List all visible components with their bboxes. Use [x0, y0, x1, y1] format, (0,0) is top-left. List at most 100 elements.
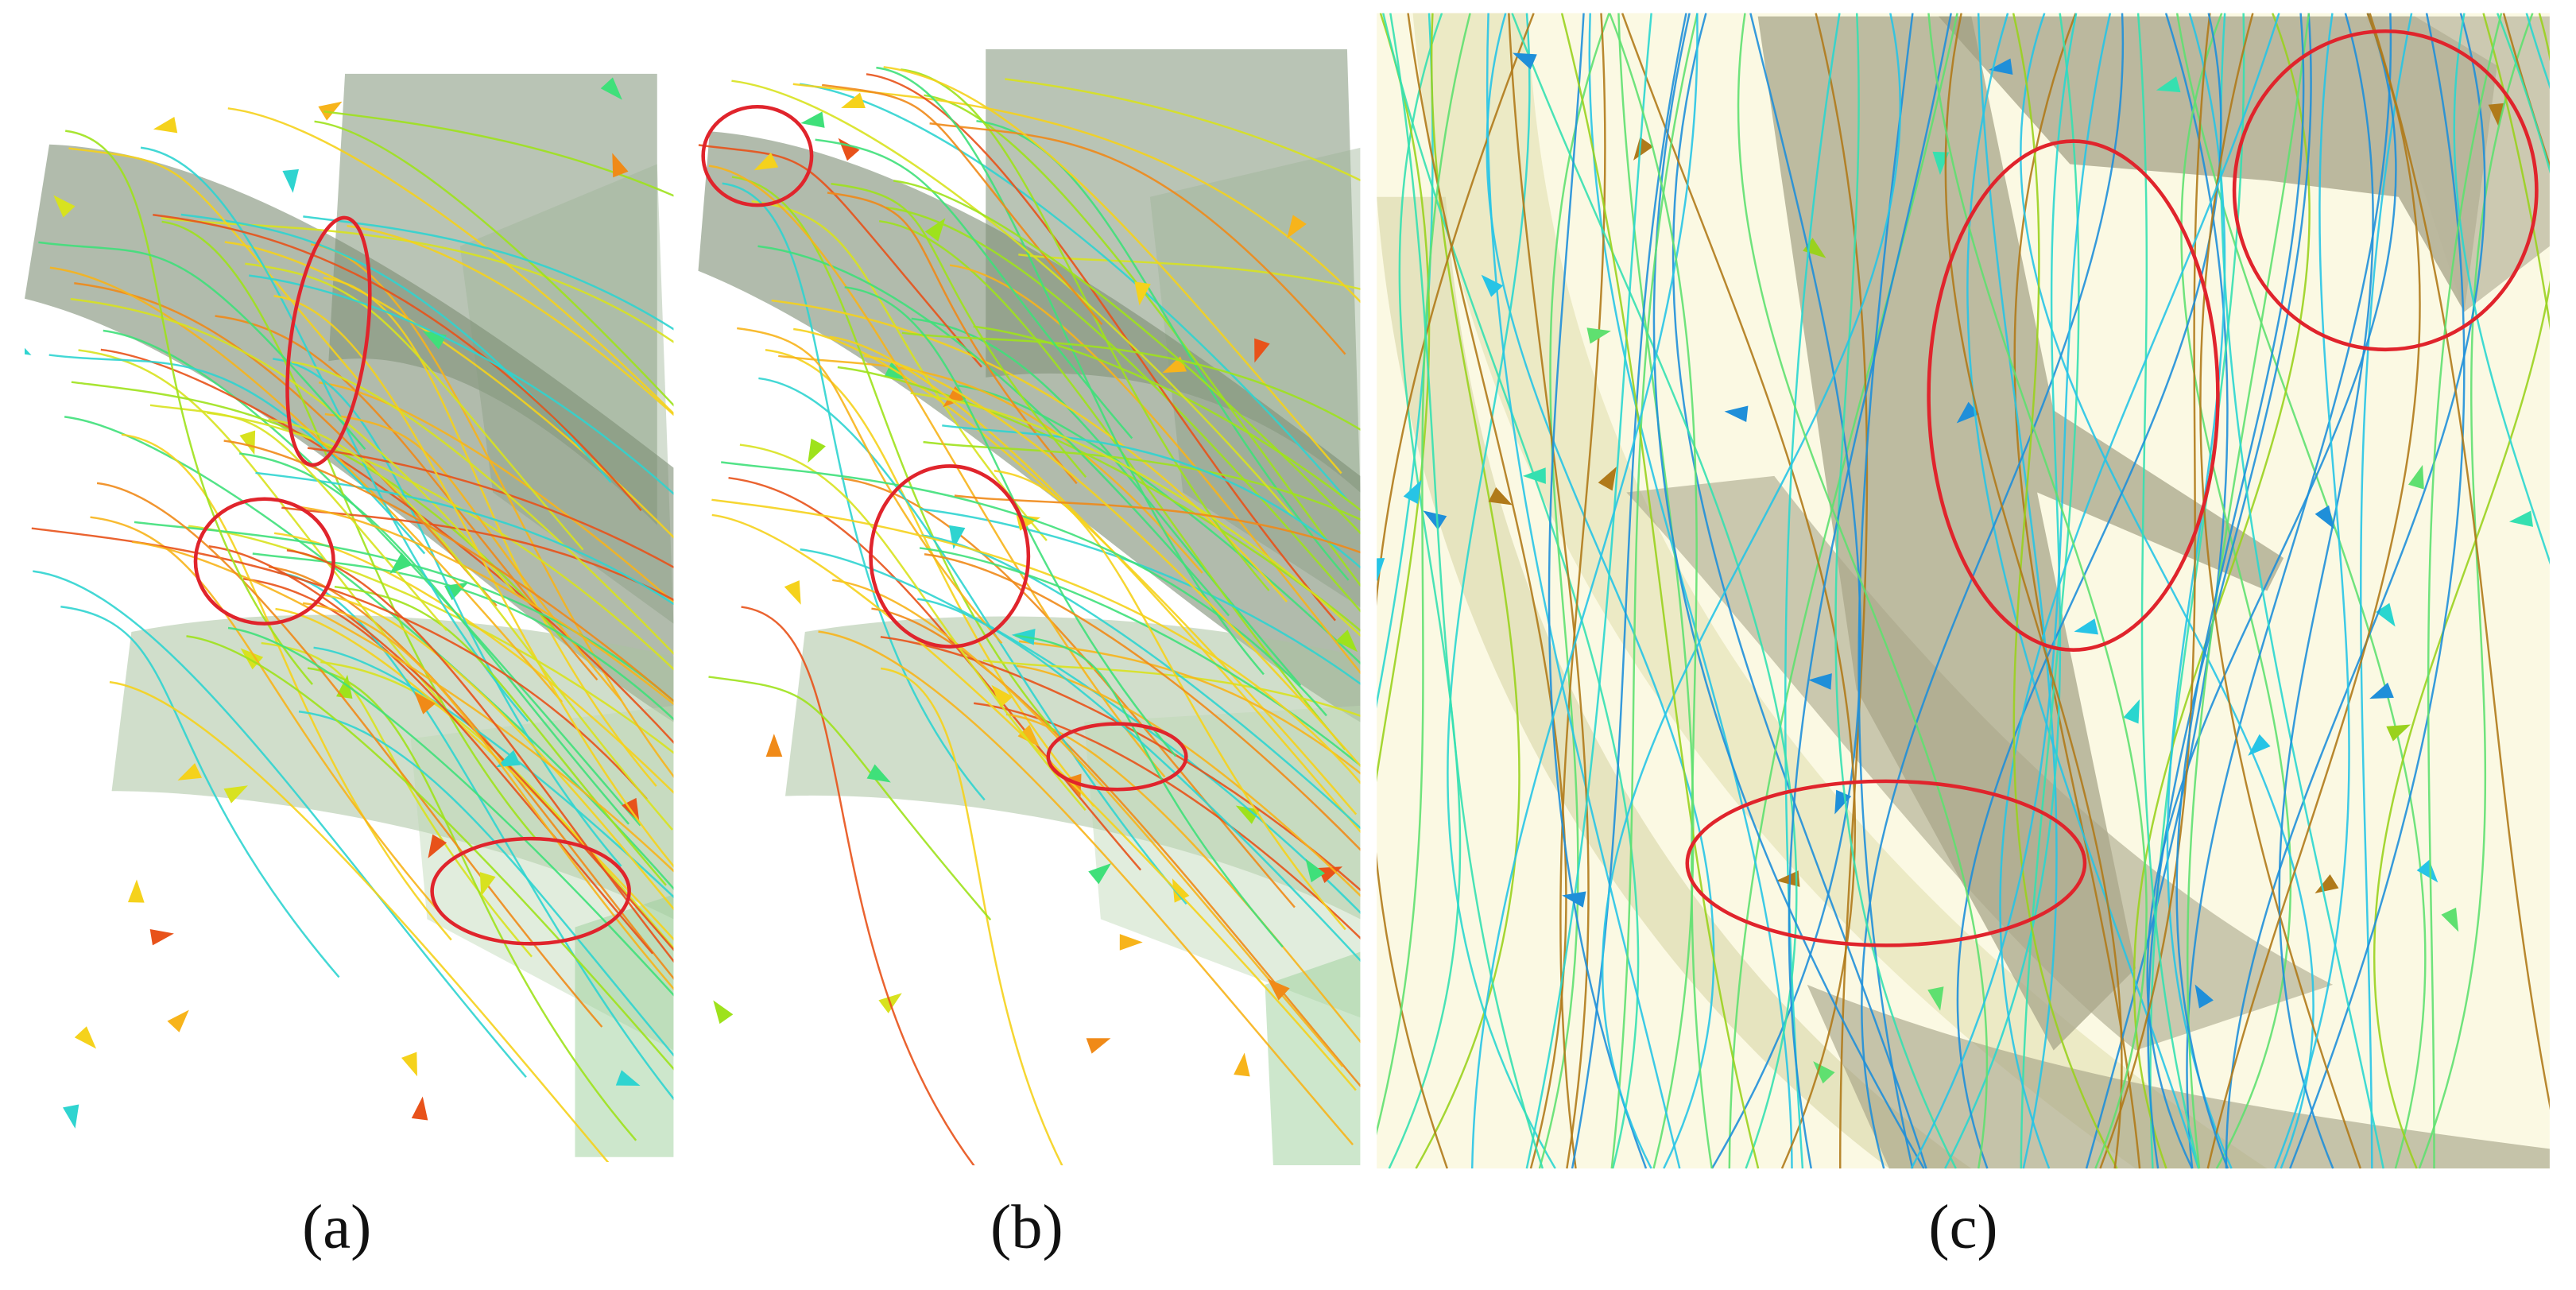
streamline	[215, 315, 598, 681]
streamline	[757, 245, 1230, 617]
streamline	[2482, 13, 2550, 331]
streamline	[223, 440, 674, 703]
flow-arrow	[1423, 510, 1447, 530]
streamline	[2099, 13, 2211, 1169]
streamline	[1588, 13, 1793, 1169]
streamline	[227, 107, 674, 416]
flow-arrow	[411, 1096, 428, 1121]
casing-ring	[1377, 196, 1972, 1169]
streamline	[841, 477, 1296, 908]
streamline	[1388, 13, 1462, 1169]
streamline	[1016, 664, 1361, 897]
streamline	[323, 110, 674, 197]
flow-arrow	[414, 691, 436, 715]
streamline	[1956, 13, 2222, 1169]
streamline	[822, 83, 1103, 326]
flow-arrow	[800, 111, 825, 128]
streamline	[1377, 13, 1434, 709]
streamline	[100, 348, 674, 744]
streamline	[1977, 13, 2058, 1169]
streamline	[2132, 13, 2311, 1169]
streamline	[33, 570, 527, 1078]
streamline	[2175, 13, 2305, 1169]
streamline	[876, 66, 1265, 676]
flow-arrow	[1956, 401, 1980, 424]
streamline	[778, 354, 1203, 574]
streamline	[153, 214, 642, 512]
streamline	[2147, 13, 2312, 1169]
flow-arrow	[318, 101, 343, 121]
flow-arrow	[2315, 874, 2339, 894]
flow-arrow	[1234, 1052, 1250, 1077]
streamline	[2360, 13, 2413, 1169]
streamline	[103, 329, 641, 827]
streamline	[832, 579, 1344, 1067]
flow-arrow	[1287, 215, 1307, 239]
streamline	[318, 382, 674, 604]
flow-arrow	[1598, 467, 1617, 491]
streamline	[871, 607, 1361, 1088]
flow-arrow	[1633, 137, 1654, 161]
flow-arrow	[1377, 558, 1385, 582]
flow-arrow	[127, 879, 145, 903]
streamline	[1927, 13, 2148, 1169]
streamline	[140, 146, 529, 722]
flow-arrow	[1235, 805, 1261, 824]
streamline	[2278, 13, 2374, 1169]
streamline	[2136, 13, 2200, 1169]
streamline	[1005, 78, 1361, 182]
streamline	[65, 130, 314, 685]
streamline	[49, 266, 563, 703]
flow-arrow	[1134, 281, 1151, 306]
streamline-group	[25, 77, 674, 1162]
streamline	[880, 636, 1361, 892]
streamlines	[25, 13, 2550, 1169]
streamline	[929, 122, 1346, 355]
streamline	[245, 262, 584, 551]
streamline	[298, 506, 674, 706]
streamline	[1407, 13, 1567, 1169]
streamline	[2219, 13, 2384, 1169]
flow-arrow	[943, 385, 966, 408]
streamline	[708, 676, 992, 921]
flow-arrow	[149, 928, 174, 946]
streamline	[1652, 13, 1925, 1169]
streamline	[901, 68, 1270, 591]
streamline	[286, 548, 674, 963]
streamline	[923, 440, 1361, 521]
streamline	[64, 416, 674, 890]
streamline	[90, 516, 438, 910]
streamline	[881, 667, 1063, 1166]
streamline	[1910, 13, 2112, 1169]
streamline	[161, 217, 674, 343]
streamline	[1784, 13, 1841, 1169]
streamline	[1377, 13, 1535, 1169]
flow-arrow	[1488, 487, 1513, 506]
streamline	[1018, 253, 1361, 290]
streamline	[239, 452, 630, 825]
streamline	[1834, 13, 1957, 1169]
streamline	[994, 470, 1346, 931]
flow-arrow	[2488, 103, 2505, 127]
panel-label: (c)	[1928, 1191, 1997, 1261]
flow-arrow	[53, 195, 76, 218]
streamline	[827, 192, 1078, 485]
flow-arrow	[2248, 734, 2271, 756]
flow-arrow	[2386, 724, 2411, 742]
flow-arrow	[1989, 58, 2013, 75]
streamline	[1621, 13, 1857, 1169]
streamline	[878, 219, 1346, 750]
streamline	[2427, 13, 2503, 1169]
flow-arrow	[239, 430, 256, 455]
streamline	[1486, 13, 1681, 1169]
flow-arrow	[74, 1026, 97, 1049]
flow-arrow	[1172, 878, 1190, 903]
streamline	[109, 680, 610, 1162]
streamline	[1486, 13, 1715, 1169]
streamline-group	[1377, 13, 2550, 1169]
streamline	[2149, 13, 2245, 1169]
streamline	[1018, 640, 1361, 775]
streamline	[149, 404, 447, 632]
streamline	[954, 494, 1361, 554]
streamline	[1447, 13, 1556, 1169]
